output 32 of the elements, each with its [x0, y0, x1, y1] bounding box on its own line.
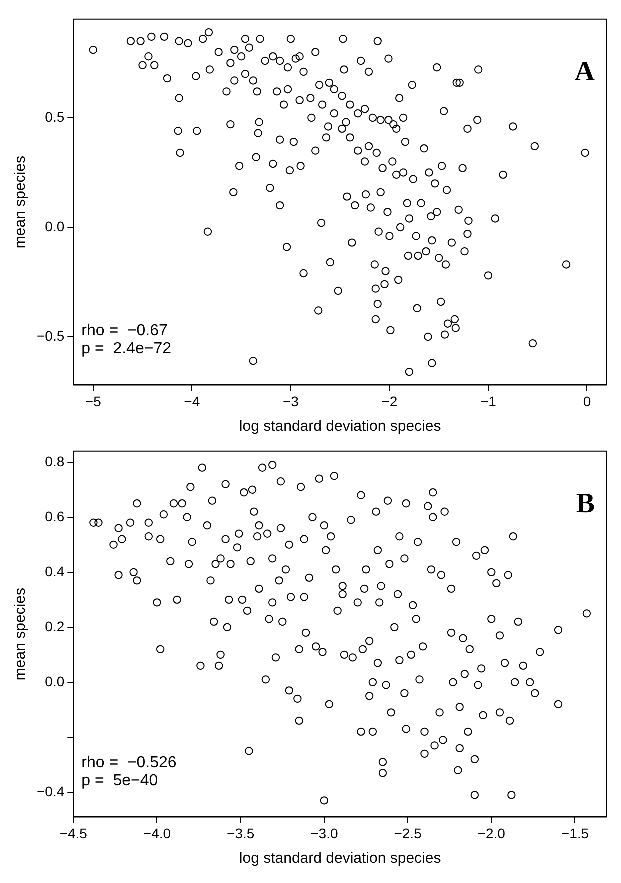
x-tick-label: −2	[382, 393, 398, 410]
x-tick-label: −1	[480, 393, 497, 410]
y-axis-title: mean species	[12, 588, 30, 681]
y-tick-label: −0.4	[36, 783, 65, 800]
y-axis-title: mean species	[12, 156, 30, 249]
y-tick-label: 0.6	[45, 508, 65, 524]
annotation: rho = −0.526	[82, 754, 177, 772]
y-tick-label: 0.0	[45, 673, 65, 690]
annotation: p = 5e−40	[82, 772, 158, 790]
text: B	[576, 488, 595, 520]
x-tick-label: −3	[282, 393, 300, 410]
y-tick-label: 0.0	[45, 218, 65, 234]
annotation: rho = −0.67	[82, 322, 168, 340]
x-tick-label: 0	[583, 393, 592, 410]
y-tick-label: −0.5	[36, 328, 65, 344]
y-tick-label: 0.4	[45, 563, 65, 580]
y-tick-label: 0.2	[45, 618, 65, 634]
x-tick-label: −4.0	[143, 825, 172, 842]
x-tick-label: −4.5	[60, 825, 88, 842]
annotation: p = 2.4e−72	[82, 340, 172, 358]
x-tick-label: −2.5	[394, 825, 422, 842]
x-tick-label: −4	[184, 393, 200, 410]
text: A	[574, 56, 596, 88]
y-tick-label: 0.5	[45, 108, 65, 125]
x-tick-label: −3.5	[227, 825, 255, 842]
x-axis-title: log standard deviation species	[239, 850, 442, 868]
y-tick-label: 0.8	[45, 453, 65, 470]
x-tick-label: −3.0	[310, 825, 338, 842]
x-tick-label: −5	[85, 393, 102, 410]
x-axis-title: log standard deviation species	[239, 418, 442, 436]
x-tick-label: −2.0	[478, 825, 506, 842]
x-tick-label: −1.5	[561, 825, 590, 842]
